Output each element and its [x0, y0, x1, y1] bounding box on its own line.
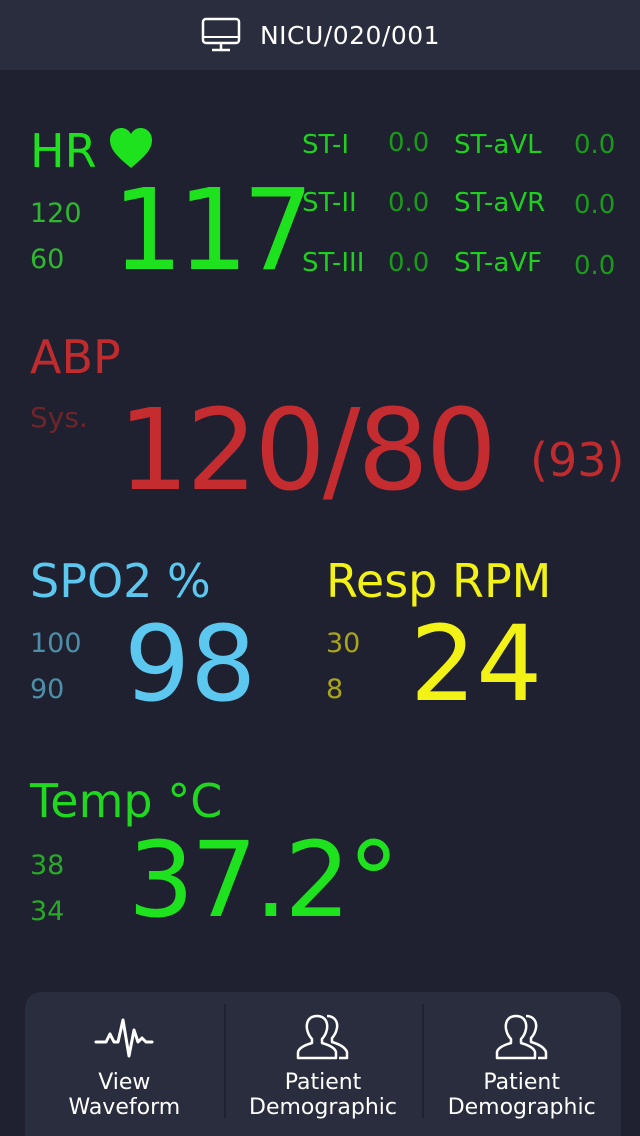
temp-label: Temp °C	[30, 778, 222, 824]
hr-label: HR	[30, 128, 97, 174]
st-label: ST-aVL	[454, 132, 542, 158]
monitor-icon	[200, 16, 242, 54]
st-value: 0.0	[388, 190, 429, 216]
patient-demographic-button[interactable]: Patient Demographic	[422, 992, 621, 1136]
bottom-nav: View Waveform Patient Demographic Patien…	[25, 992, 621, 1136]
abp-value: 120/80	[118, 395, 494, 507]
resp-high-limit: 30	[326, 630, 360, 657]
patient-demographic-label: Patient Demographic	[448, 1070, 596, 1120]
hr-high-limit: 120	[30, 200, 82, 227]
temp-low-limit: 34	[30, 898, 64, 925]
waveform-icon	[94, 1012, 154, 1062]
patient-id: NICU/020/001	[260, 21, 440, 50]
abp-mean: (93)	[530, 437, 624, 483]
st-value: 0.0	[388, 250, 429, 276]
st-label: ST-aVF	[454, 250, 542, 276]
view-waveform-label: View Waveform	[68, 1070, 180, 1120]
users-icon	[494, 1012, 550, 1062]
spo2-high-limit: 100	[30, 630, 82, 657]
abp-label: ABP	[30, 334, 121, 380]
users-icon	[295, 1012, 351, 1062]
header: NICU/020/001	[0, 0, 640, 70]
patient-demographic-button[interactable]: Patient Demographic	[224, 992, 423, 1136]
abp-sub-label: Sys.	[30, 404, 88, 432]
spo2-value: 98	[124, 612, 256, 716]
spo2-label: SPO2 %	[30, 558, 211, 604]
resp-value: 24	[410, 612, 542, 716]
hr-value: 117	[112, 175, 308, 287]
heart-icon	[108, 126, 154, 170]
patient-demographic-label: Patient Demographic	[249, 1070, 397, 1120]
st-value: 0.0	[388, 130, 429, 156]
resp-label: Resp RPM	[326, 558, 551, 604]
st-label: ST-II	[302, 190, 357, 216]
temp-high-limit: 38	[30, 852, 64, 879]
st-label: ST-III	[302, 250, 364, 276]
st-value: 0.0	[574, 132, 615, 158]
st-label: ST-I	[302, 132, 349, 158]
st-value: 0.0	[574, 192, 615, 218]
hr-low-limit: 60	[30, 246, 64, 273]
spo2-low-limit: 90	[30, 676, 64, 703]
temp-value: 37.2°	[128, 828, 397, 932]
view-waveform-button[interactable]: View Waveform	[25, 992, 224, 1136]
st-label: ST-aVR	[454, 190, 545, 216]
st-value: 0.0	[574, 253, 615, 279]
resp-low-limit: 8	[326, 676, 343, 703]
